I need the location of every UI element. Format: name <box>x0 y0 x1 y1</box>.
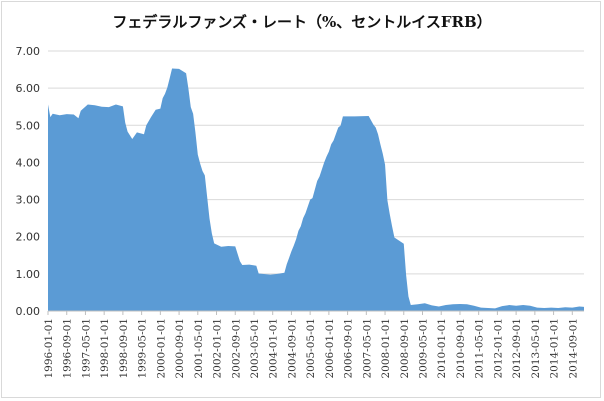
y-tick-label: 2.00 <box>16 231 41 244</box>
y-tick-label: 4.00 <box>16 156 41 169</box>
x-tick-label: 2010-09-01 <box>455 318 467 379</box>
x-tick-label: 1998-09-01 <box>118 318 130 379</box>
x-tick-label: 2000-01-01 <box>155 318 167 379</box>
x-tick-label: 1997-05-01 <box>80 318 92 379</box>
chart-title: フェデラルファンズ・レート（%、セントルイスFRB） <box>112 13 491 31</box>
plot-area <box>48 68 584 312</box>
x-tick-label: 2006-09-01 <box>343 318 355 379</box>
x-tick-label: 2006-01-01 <box>324 318 336 379</box>
x-tick-label: 2014-01-01 <box>549 318 561 379</box>
x-tick-label: 2013-05-01 <box>530 318 542 379</box>
y-axis: 0.00 1.00 2.00 3.00 4.00 5.00 6.00 7.00 <box>16 45 41 318</box>
x-tick-label: 2012-01-01 <box>492 318 504 379</box>
x-tick-label: 1998-01-01 <box>99 318 111 379</box>
x-tick-labels: 1996-01-01 1996-09-01 1997-05-01 1998-01-01… <box>43 318 579 379</box>
x-tick-label: 1996-09-01 <box>62 318 74 379</box>
x-tick-label: 2002-09-01 <box>230 318 242 379</box>
x-tick-label: 2012-09-01 <box>511 318 523 379</box>
series-area <box>48 68 584 312</box>
x-tick-label: 2000-09-01 <box>174 318 186 379</box>
y-tick-label: 7.00 <box>16 45 41 58</box>
x-tick-label: 2009-05-01 <box>418 318 430 379</box>
x-tick-label: 2001-05-01 <box>193 318 205 379</box>
y-tick-label: 5.00 <box>16 119 41 132</box>
x-tick-label: 2011-05-01 <box>474 318 486 379</box>
x-tick-label: 2010-01-01 <box>436 318 448 379</box>
x-tick-label: 1999-05-01 <box>137 318 149 379</box>
y-tick-label: 0.00 <box>16 305 41 318</box>
x-axis <box>47 310 584 315</box>
x-tick-label: 2005-05-01 <box>305 318 317 379</box>
x-tick-label: 2004-09-01 <box>286 318 298 379</box>
x-tick-label: 2003-05-01 <box>249 318 261 379</box>
x-tick-label: 2004-01-01 <box>268 318 280 379</box>
y-tick-label: 1.00 <box>16 268 41 281</box>
x-tick-label: 2007-05-01 <box>361 318 373 379</box>
x-tick-label: 2008-01-01 <box>380 318 392 379</box>
x-tick-label: 2014-09-01 <box>567 318 579 379</box>
x-tick-label: 2002-01-01 <box>212 318 224 379</box>
x-tick-label: 2008-09-01 <box>399 318 411 379</box>
x-tick-label: 1996-01-01 <box>43 318 55 379</box>
y-tick-label: 6.00 <box>16 82 41 95</box>
y-tick-label: 3.00 <box>16 194 41 207</box>
